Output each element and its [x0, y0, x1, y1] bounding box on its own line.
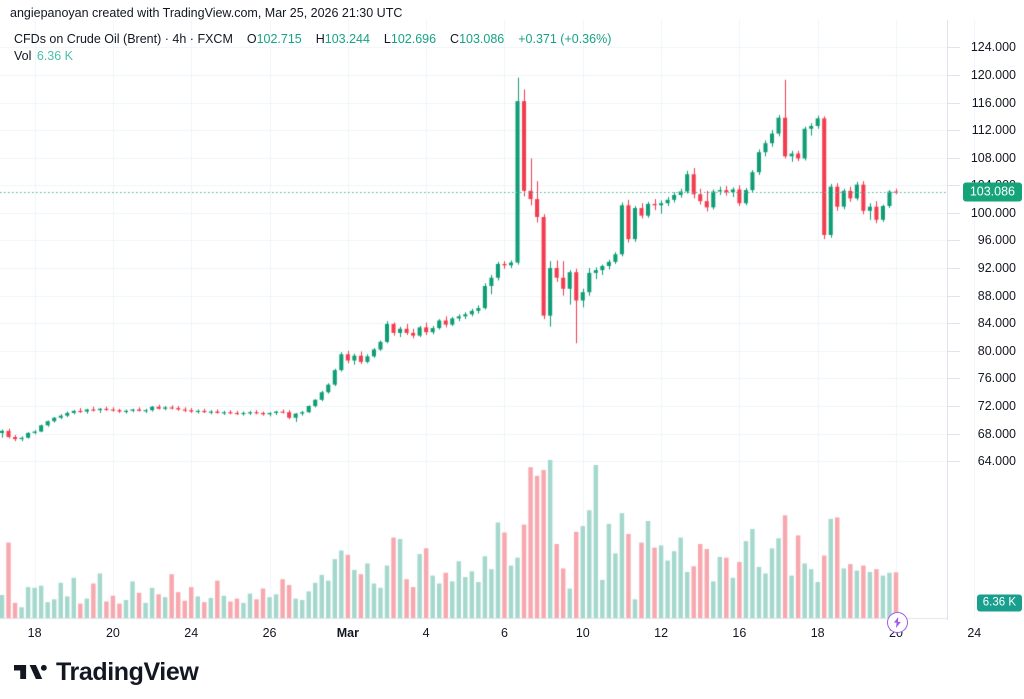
- time-tick-label: 4: [422, 626, 430, 640]
- time-tick-label: 24: [967, 626, 982, 640]
- tradingview-logo: TradingView: [14, 658, 199, 686]
- tradingview-wordmark: TradingView: [56, 658, 199, 686]
- attribution-text: angiepanoyan created with TradingView.co…: [10, 6, 403, 20]
- price-chart-canvas[interactable]: [0, 20, 1024, 620]
- tradingview-mark-icon: [14, 664, 47, 679]
- lightning-bolt-icon: [893, 617, 901, 628]
- time-tick-label: 20: [105, 626, 120, 640]
- time-tick-label: 18: [810, 626, 825, 640]
- time-tick-label: 12: [654, 626, 669, 640]
- time-tick-label: 24: [184, 626, 199, 640]
- time-tick-label: 10: [575, 626, 590, 640]
- time-tick-label: 26: [262, 626, 277, 640]
- time-tick-label: 6: [500, 626, 508, 640]
- time-tick-label: Mar: [336, 626, 359, 640]
- time-tick-label: 16: [732, 626, 747, 640]
- time-tick-label: 18: [27, 626, 42, 640]
- alert-badge-button[interactable]: [886, 612, 908, 633]
- price-axis-divider: [947, 20, 948, 620]
- time-axis[interactable]: 18202426Mar4610121618202426: [0, 620, 982, 648]
